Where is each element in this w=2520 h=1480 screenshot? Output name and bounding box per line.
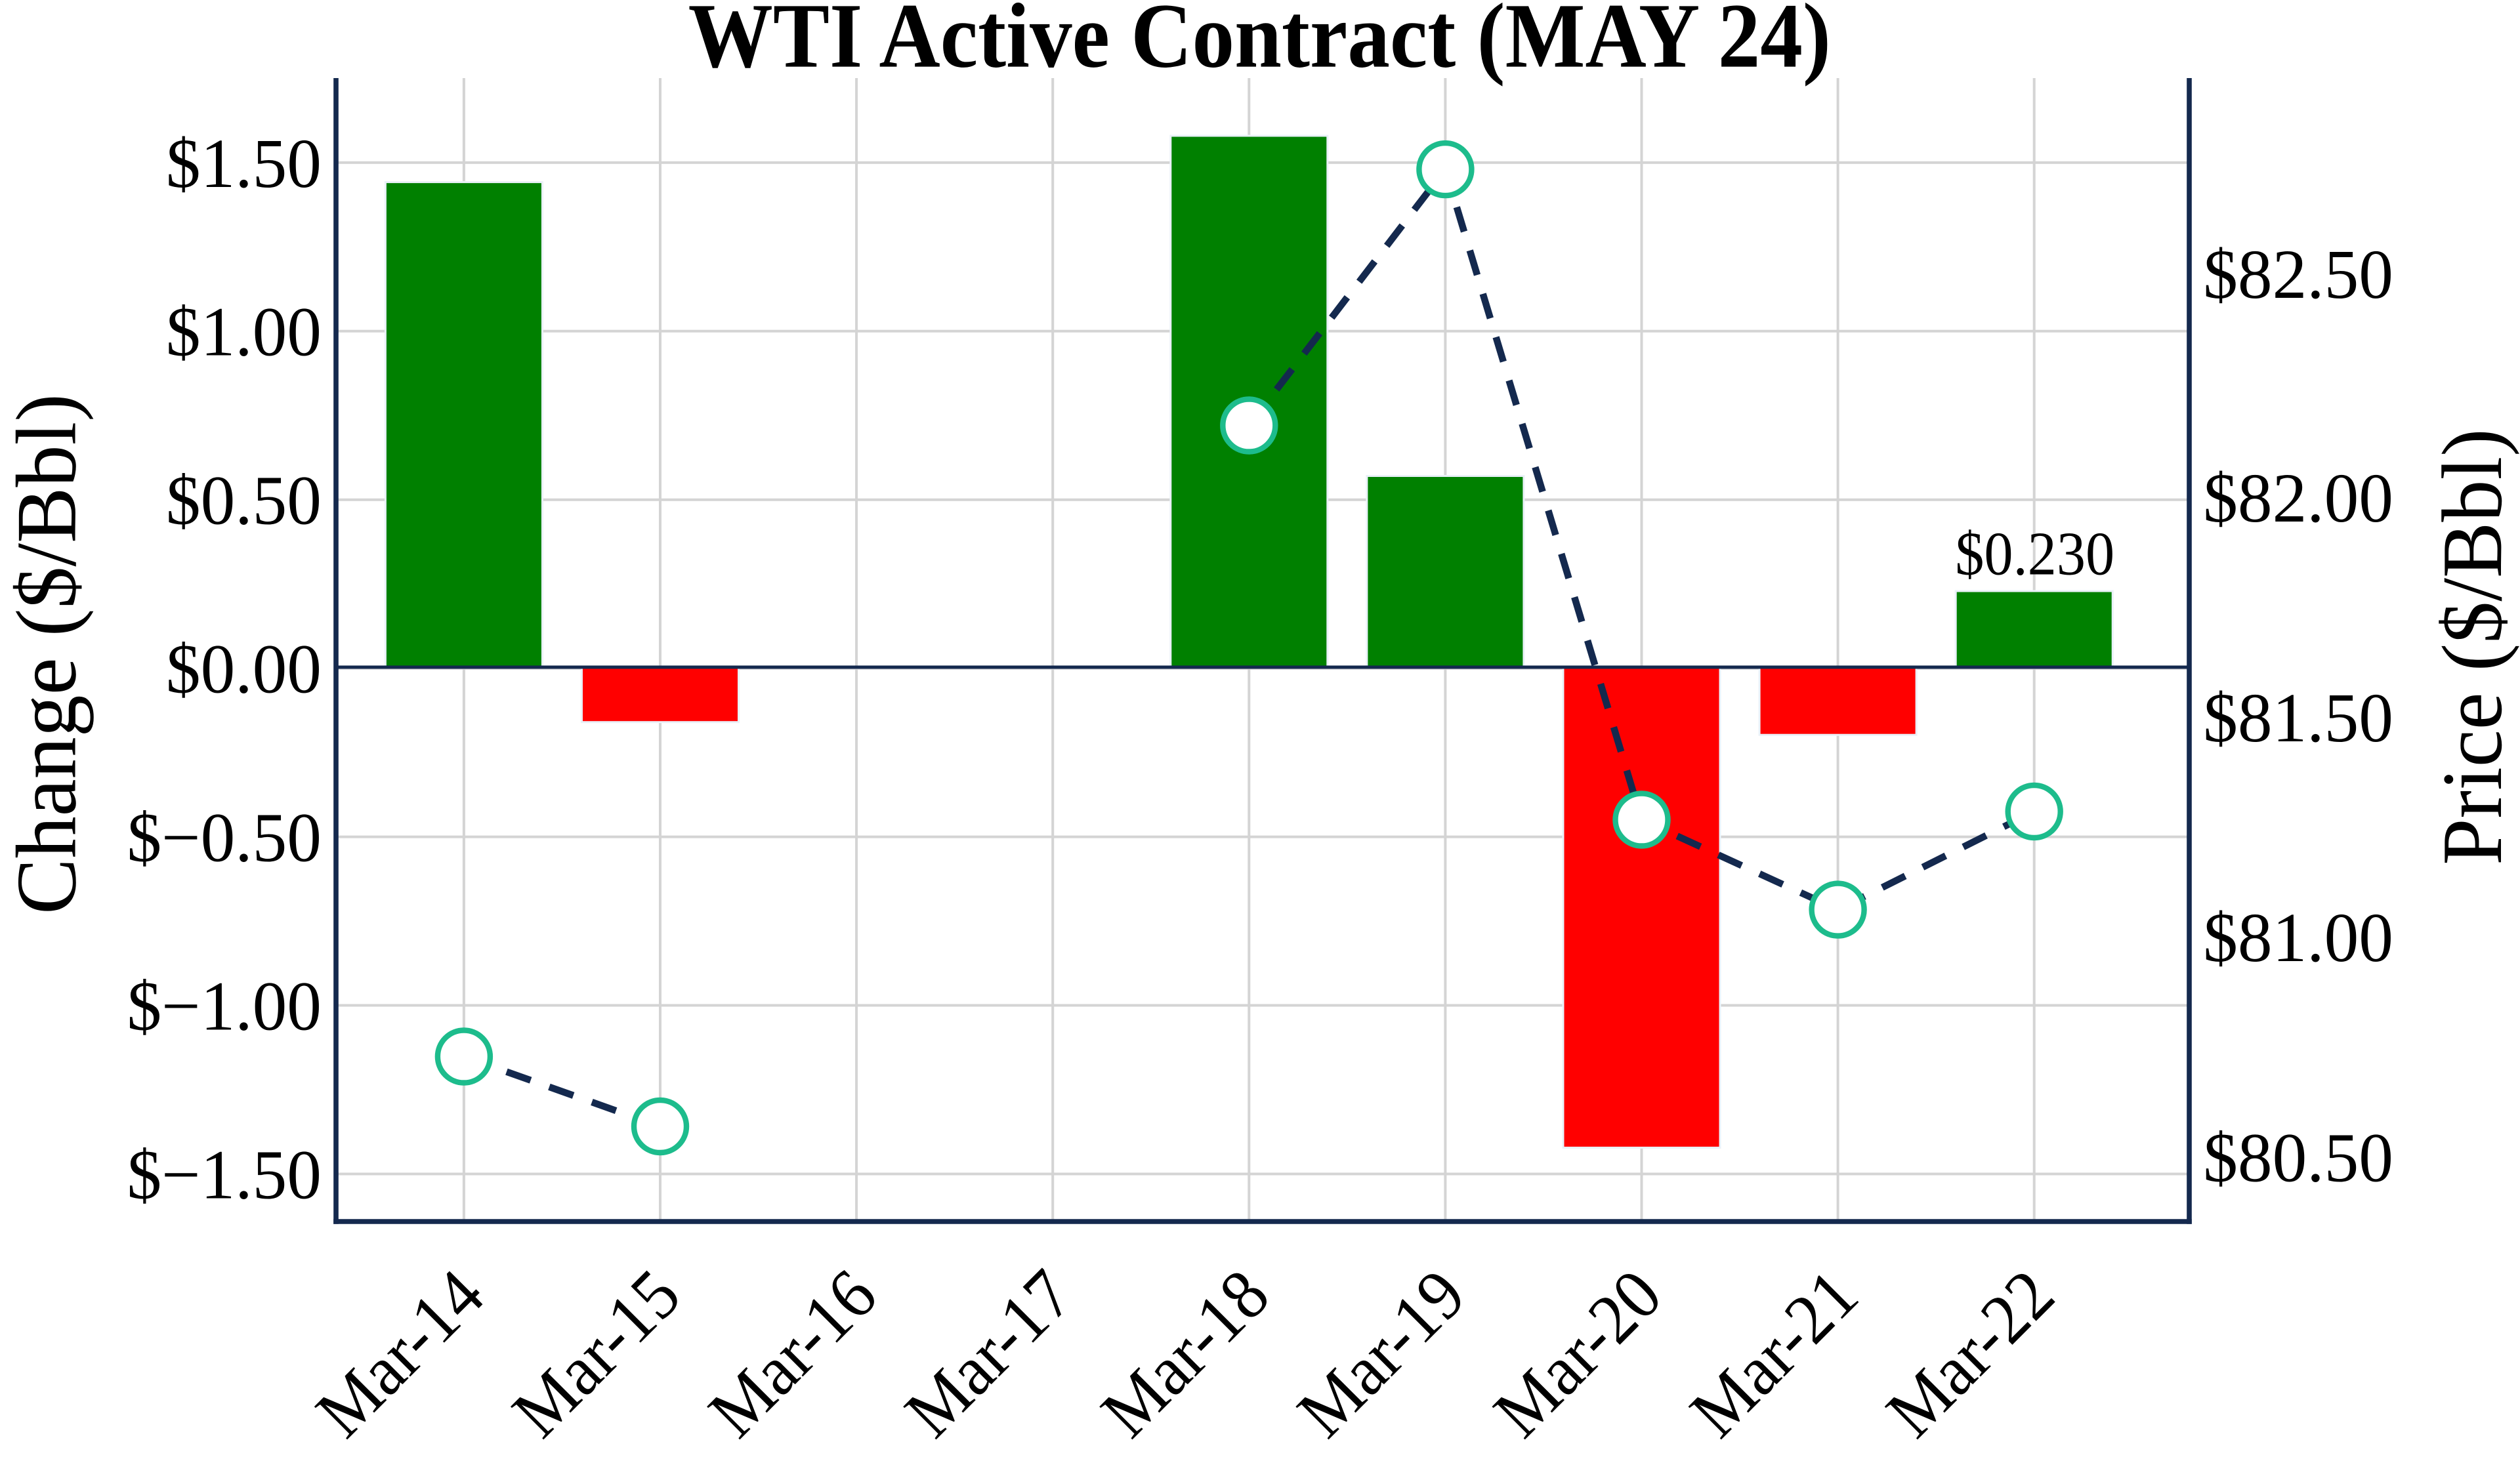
svg-text:Price ($/Bbl): Price ($/Bbl) xyxy=(2426,428,2520,865)
svg-text:$81.00: $81.00 xyxy=(2203,898,2393,976)
svg-text:$1.00: $1.00 xyxy=(166,293,322,371)
svg-text:$81.50: $81.50 xyxy=(2203,678,2393,756)
svg-text:$−1.00: $−1.00 xyxy=(127,967,322,1045)
svg-text:$82.50: $82.50 xyxy=(2203,235,2393,313)
svg-text:WTI Active Contract (MAY 24): WTI Active Contract (MAY 24) xyxy=(688,0,1831,87)
svg-text:$−0.50: $−0.50 xyxy=(127,798,322,876)
svg-text:$0.00: $0.00 xyxy=(166,630,322,708)
svg-text:$82.00: $82.00 xyxy=(2203,459,2393,537)
svg-text:$80.50: $80.50 xyxy=(2203,1119,2393,1197)
svg-text:$1.50: $1.50 xyxy=(166,124,322,202)
svg-text:$0.50: $0.50 xyxy=(166,461,322,539)
svg-text:$−1.50: $−1.50 xyxy=(127,1136,322,1214)
svg-text:Change ($/Bbl): Change ($/Bbl) xyxy=(0,394,94,915)
svg-text:$0.230: $0.230 xyxy=(1955,519,2114,588)
